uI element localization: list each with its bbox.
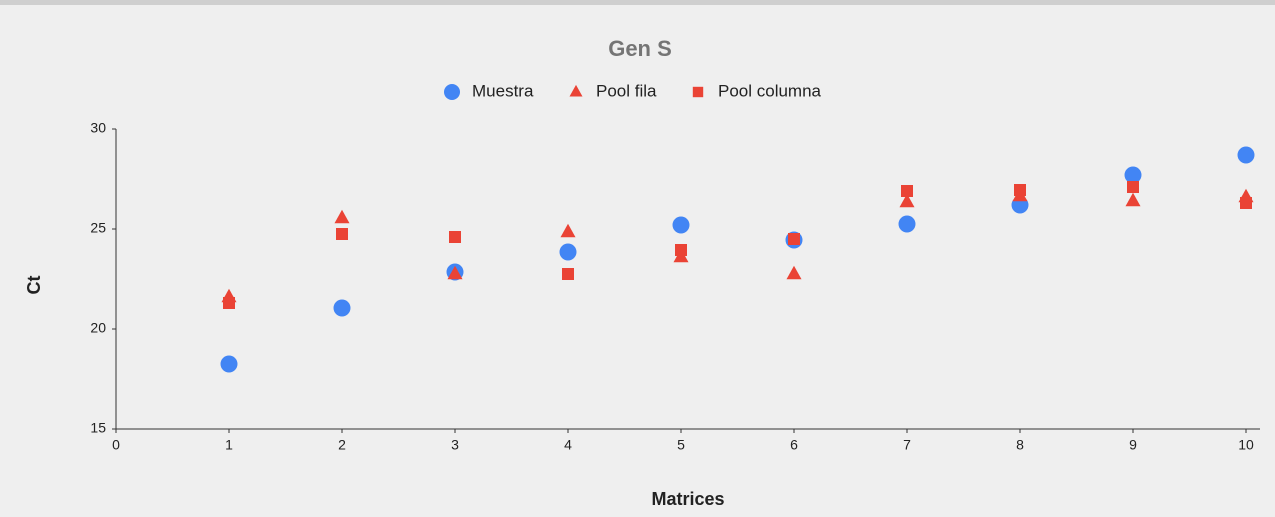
x-tick-label: 3 (451, 437, 459, 453)
x-tick-label: 0 (112, 437, 120, 453)
point (223, 297, 235, 309)
x-tick-label: 8 (1016, 437, 1024, 453)
legend-symbol (444, 84, 460, 100)
point (560, 223, 576, 238)
legend-symbol (692, 86, 704, 98)
x-tick-label: 6 (790, 437, 798, 453)
point (898, 215, 916, 233)
legend-label: Pool fila (596, 81, 657, 100)
point (901, 185, 913, 197)
x-tick-label: 5 (677, 437, 685, 453)
legend-label: Pool columna (718, 81, 822, 100)
top-bar (0, 0, 1275, 5)
y-tick-label: 15 (90, 420, 106, 436)
y-tick-label: 25 (90, 220, 106, 236)
x-tick-label: 2 (338, 437, 346, 453)
x-tick-label: 1 (225, 437, 233, 453)
point (1124, 166, 1142, 184)
legend-label: Muestra (472, 81, 534, 100)
point (333, 299, 351, 317)
point (1125, 192, 1141, 207)
point (1127, 181, 1139, 193)
legend-symbol (569, 84, 583, 97)
y-axis-label: Ct (24, 276, 44, 295)
y-tick-label: 30 (90, 120, 106, 136)
point (675, 244, 687, 256)
point (1237, 146, 1255, 164)
y-tick-label: 20 (90, 320, 106, 336)
x-tick-label: 4 (564, 437, 572, 453)
point (562, 268, 574, 280)
point (447, 265, 463, 280)
point (672, 216, 690, 234)
point (334, 209, 350, 224)
x-tick-label: 10 (1238, 437, 1254, 453)
point (899, 193, 915, 208)
x-tick-label: 7 (903, 437, 911, 453)
point (336, 228, 348, 240)
point (559, 243, 577, 261)
point (1240, 197, 1252, 209)
point (449, 231, 461, 243)
point (786, 265, 802, 280)
point (220, 355, 238, 373)
x-axis-label: Matrices (651, 489, 724, 509)
chart-title: Gen S (608, 36, 672, 61)
x-tick-label: 9 (1129, 437, 1137, 453)
point (1014, 184, 1026, 196)
point (788, 233, 800, 245)
